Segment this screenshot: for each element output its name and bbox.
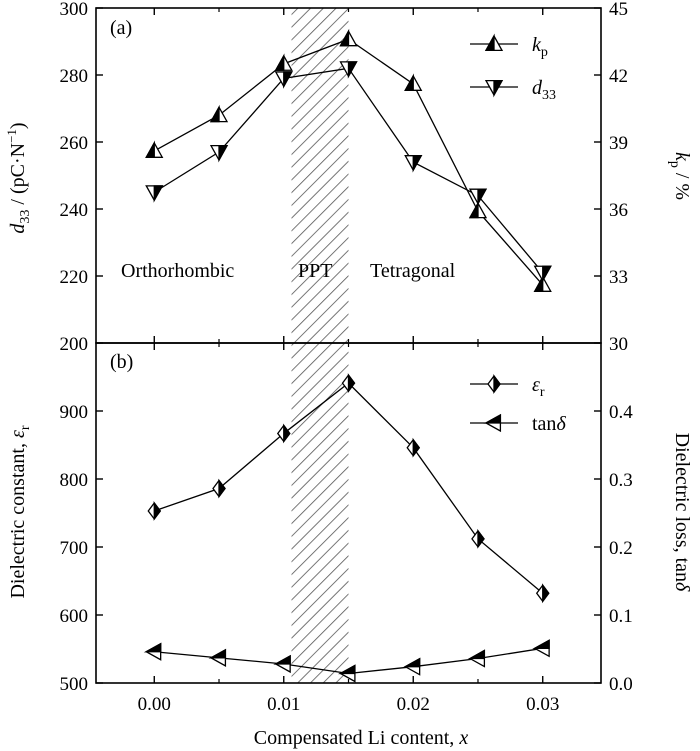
left-y-tick-label: 280	[60, 66, 89, 87]
right-y-tick-label: 33	[609, 267, 628, 288]
right-y-tick-label: 45	[609, 0, 628, 20]
data-point-0-0-2	[274, 53, 293, 71]
data-point-1-0-0	[147, 501, 162, 521]
panel-b-left-axis-title: Dielectric constant, εr	[7, 425, 33, 598]
data-point-0-0-3	[339, 28, 358, 47]
data-point-0-1-5	[468, 188, 488, 207]
data-point-0-0-0	[145, 140, 164, 158]
legend-label: εr	[532, 374, 545, 400]
data-point-1-1-0	[143, 642, 162, 661]
data-point-0-0-5	[468, 200, 488, 219]
data-point-0-0-1	[209, 104, 229, 123]
data-point-1-0-4	[406, 437, 421, 458]
left-y-tick-label: 200	[60, 334, 89, 355]
legend-label: kp	[532, 34, 548, 60]
data-point-0-0-6	[533, 274, 552, 292]
x-tick-label: 0.00	[138, 694, 171, 715]
data-point-1-1-1	[208, 648, 227, 667]
right-y-tick-label: 0.4	[609, 402, 633, 423]
data-point-0-1-2	[274, 71, 293, 89]
panel-b-right-axis-title: Dielectric loss, tanδ	[671, 433, 693, 592]
legends: kp d33 εr tanδ	[470, 33, 566, 435]
left-y-tick-label: 260	[60, 133, 89, 154]
legend-marker	[487, 374, 501, 394]
axis-ticks: 0.00 0.01 0.02 0.03 200 220 240 260 280 300 30 33 36…	[60, 0, 634, 715]
series-markers	[143, 28, 552, 683]
data-point-0-1-1	[209, 144, 229, 163]
right-y-tick-label: 0.1	[609, 606, 633, 627]
x-axis-title: Compensated Li content, x	[254, 727, 469, 749]
right-y-tick-label: 0.0	[609, 674, 633, 695]
legend-label: d33	[532, 77, 556, 103]
data-point-0-1-6	[533, 265, 552, 284]
data-point-0-0-4	[404, 73, 423, 91]
data-point-0-1-3	[339, 61, 358, 79]
legend-label: tanδ	[532, 413, 566, 435]
data-point-1-0-5	[471, 528, 485, 549]
right-y-tick-label: 0.3	[609, 470, 633, 491]
left-y-tick-label: 700	[60, 538, 89, 559]
panel-b-label: (b)	[110, 351, 133, 373]
legend-marker	[484, 33, 504, 52]
right-y-tick-label: 42	[609, 66, 628, 87]
data-point-1-1-4	[402, 657, 421, 676]
right-y-tick-label: 39	[609, 133, 628, 154]
ppt-shaded-region	[291, 8, 349, 683]
left-y-tick-label: 800	[60, 470, 89, 491]
data-point-0-1-4	[404, 155, 423, 173]
x-tick-label: 0.03	[526, 694, 559, 715]
data-point-1-1-3	[337, 664, 356, 683]
left-y-tick-label: 900	[60, 402, 89, 423]
region-label-ppt: PPT	[298, 260, 332, 282]
data-point-1-0-2	[276, 423, 291, 444]
data-point-1-0-6	[535, 583, 550, 604]
region-label-orthorhombic: Orthorhombic	[121, 260, 234, 282]
panel-a-right-axis-title: kp / %	[667, 152, 693, 200]
data-point-1-0-3	[341, 373, 356, 394]
legend-marker	[484, 79, 504, 98]
data-point-1-1-5	[467, 649, 486, 668]
right-y-tick-label: 36	[609, 200, 628, 221]
right-y-tick-label: 0.2	[609, 538, 633, 559]
panel-a-left-axis-title: d33 / (pC·N−1)	[4, 122, 33, 233]
data-point-1-1-6	[532, 639, 550, 658]
panel-a-label: (a)	[110, 17, 132, 39]
data-point-0-1-0	[145, 185, 164, 203]
left-y-tick-label: 240	[60, 200, 89, 221]
left-y-tick-label: 300	[60, 0, 89, 20]
x-tick-label: 0.02	[397, 694, 430, 715]
legend-marker	[483, 413, 502, 433]
region-label-tetragonal: Tetragonal	[370, 260, 456, 282]
left-y-tick-label: 500	[60, 674, 89, 695]
data-point-1-0-1	[212, 478, 226, 499]
x-tick-label: 0.01	[267, 694, 300, 715]
data-point-1-1-2	[273, 654, 291, 674]
right-y-tick-label: 30	[609, 334, 628, 355]
left-y-tick-label: 600	[60, 606, 89, 627]
left-y-tick-label: 220	[60, 267, 89, 288]
